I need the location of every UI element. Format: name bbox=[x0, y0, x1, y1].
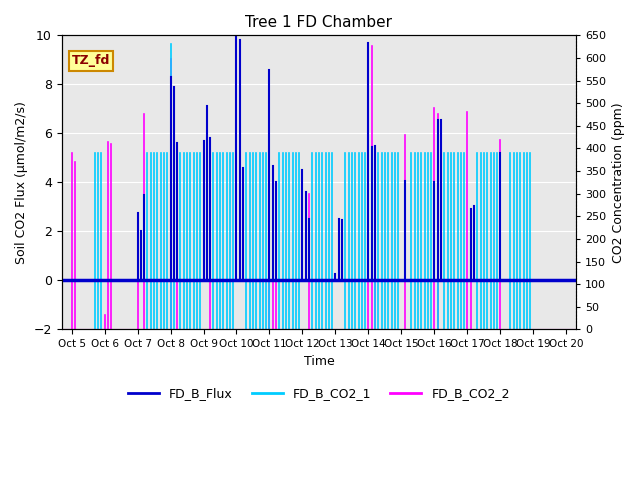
Y-axis label: Soil CO2 Flux (μmol/m2/s): Soil CO2 Flux (μmol/m2/s) bbox=[15, 101, 28, 264]
Y-axis label: CO2 Concentration (ppm): CO2 Concentration (ppm) bbox=[612, 102, 625, 263]
X-axis label: Time: Time bbox=[303, 355, 334, 368]
Text: TZ_fd: TZ_fd bbox=[72, 54, 110, 68]
Legend: FD_B_Flux, FD_B_CO2_1, FD_B_CO2_2: FD_B_Flux, FD_B_CO2_1, FD_B_CO2_2 bbox=[123, 383, 515, 406]
Title: Tree 1 FD Chamber: Tree 1 FD Chamber bbox=[246, 15, 392, 30]
